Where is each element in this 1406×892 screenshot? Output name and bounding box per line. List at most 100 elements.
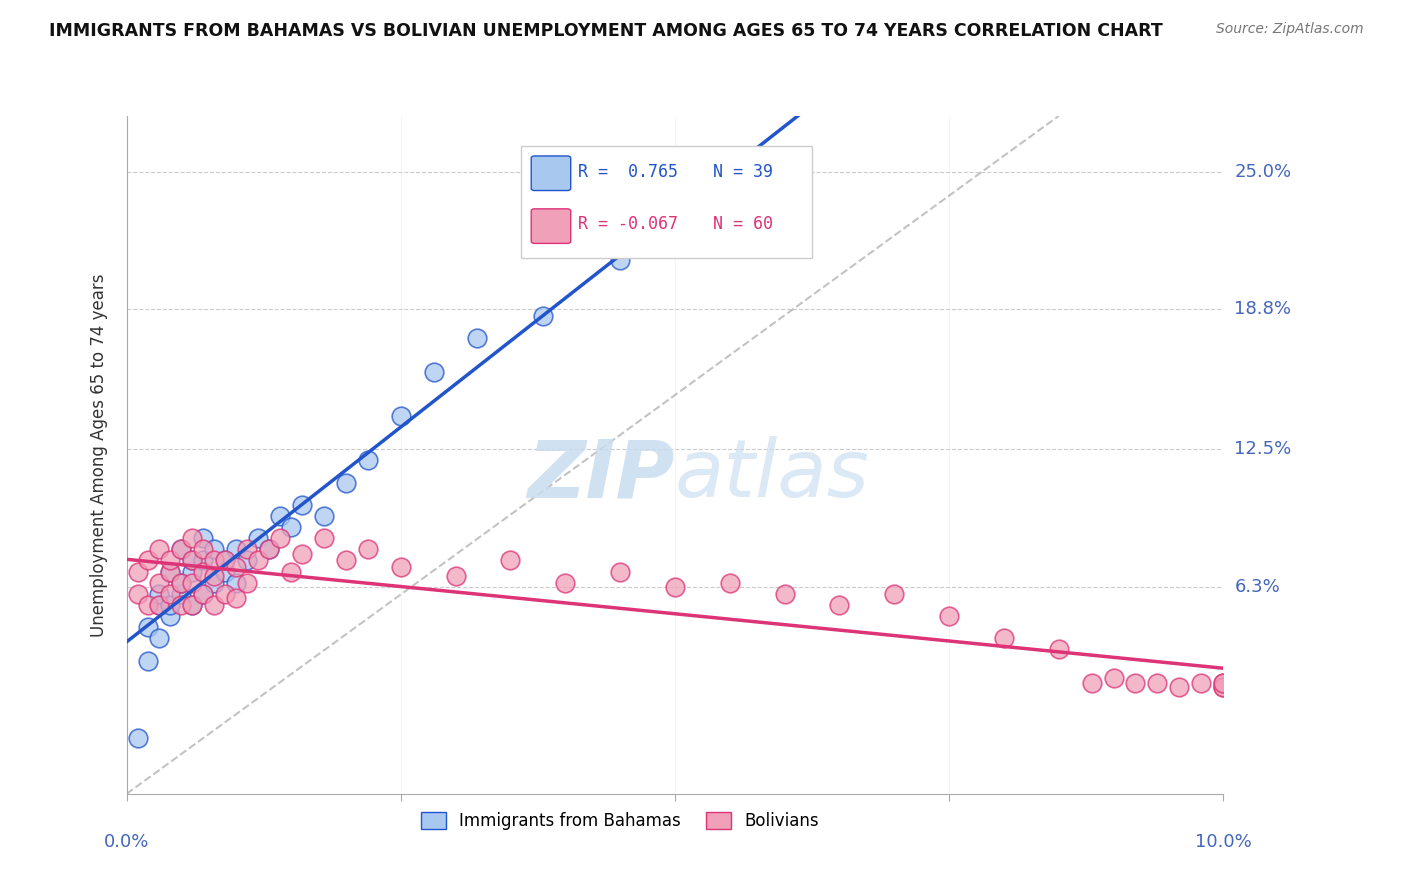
Point bbox=[609, 565, 631, 579]
Point bbox=[236, 542, 259, 557]
Point bbox=[170, 575, 193, 590]
Point bbox=[193, 587, 215, 601]
Legend: Immigrants from Bahamas, Bolivians: Immigrants from Bahamas, Bolivians bbox=[415, 805, 825, 837]
Point bbox=[1212, 675, 1234, 690]
Point bbox=[214, 553, 236, 567]
Point bbox=[202, 553, 225, 567]
Point bbox=[225, 560, 247, 574]
Point bbox=[170, 575, 193, 590]
Point bbox=[148, 598, 170, 612]
Point bbox=[1189, 675, 1212, 690]
Point bbox=[247, 553, 270, 567]
Text: N = 39: N = 39 bbox=[713, 163, 773, 181]
Point bbox=[225, 575, 247, 590]
Point bbox=[247, 531, 270, 545]
Point bbox=[828, 598, 851, 612]
Point bbox=[773, 587, 796, 601]
Point bbox=[159, 553, 181, 567]
FancyBboxPatch shape bbox=[531, 156, 571, 191]
Point bbox=[138, 620, 160, 634]
Point bbox=[159, 565, 181, 579]
Point bbox=[148, 587, 170, 601]
Point bbox=[1212, 680, 1234, 694]
FancyBboxPatch shape bbox=[522, 146, 813, 259]
Text: 12.5%: 12.5% bbox=[1234, 441, 1292, 458]
Point bbox=[225, 591, 247, 606]
Point bbox=[181, 553, 204, 567]
Point bbox=[159, 598, 181, 612]
Text: 18.8%: 18.8% bbox=[1234, 301, 1291, 318]
Point bbox=[531, 309, 554, 323]
Text: R =  0.765: R = 0.765 bbox=[578, 163, 678, 181]
Point bbox=[159, 565, 181, 579]
Point bbox=[138, 553, 160, 567]
Point bbox=[938, 609, 960, 624]
Y-axis label: Unemployment Among Ages 65 to 74 years: Unemployment Among Ages 65 to 74 years bbox=[90, 273, 108, 637]
Point bbox=[236, 575, 259, 590]
Point bbox=[554, 575, 576, 590]
Point bbox=[1212, 680, 1234, 694]
Point bbox=[1146, 675, 1168, 690]
Point bbox=[170, 587, 193, 601]
Point bbox=[202, 575, 225, 590]
Point bbox=[883, 587, 905, 601]
Text: R = -0.067: R = -0.067 bbox=[578, 216, 678, 234]
Point bbox=[181, 531, 204, 545]
Point bbox=[202, 569, 225, 583]
Point bbox=[389, 560, 412, 574]
FancyBboxPatch shape bbox=[531, 209, 571, 244]
Point bbox=[257, 542, 280, 557]
Point bbox=[170, 542, 193, 557]
Text: 10.0%: 10.0% bbox=[1195, 833, 1251, 851]
Point bbox=[181, 553, 204, 567]
Text: 6.3%: 6.3% bbox=[1234, 578, 1279, 596]
Point bbox=[127, 587, 149, 601]
Point bbox=[225, 542, 247, 557]
Text: 25.0%: 25.0% bbox=[1234, 162, 1292, 180]
Text: N = 60: N = 60 bbox=[713, 216, 773, 234]
Point bbox=[269, 509, 291, 524]
Point bbox=[127, 731, 149, 746]
Point bbox=[1212, 675, 1234, 690]
Point bbox=[312, 509, 335, 524]
Point bbox=[280, 565, 302, 579]
Text: IMMIGRANTS FROM BAHAMAS VS BOLIVIAN UNEMPLOYMENT AMONG AGES 65 TO 74 YEARS CORRE: IMMIGRANTS FROM BAHAMAS VS BOLIVIAN UNEM… bbox=[49, 22, 1163, 40]
Point bbox=[170, 598, 193, 612]
Point bbox=[181, 598, 204, 612]
Point bbox=[1125, 675, 1147, 690]
Text: 0.0%: 0.0% bbox=[104, 833, 149, 851]
Point bbox=[335, 553, 357, 567]
Point bbox=[214, 565, 236, 579]
Point bbox=[422, 365, 444, 379]
Point bbox=[138, 653, 160, 667]
Point bbox=[609, 253, 631, 268]
Point bbox=[389, 409, 412, 423]
Point bbox=[335, 475, 357, 490]
Point bbox=[170, 542, 193, 557]
Point bbox=[280, 520, 302, 534]
Text: atlas: atlas bbox=[675, 436, 870, 515]
Point bbox=[193, 565, 215, 579]
Point bbox=[718, 575, 741, 590]
Point bbox=[357, 542, 380, 557]
Point bbox=[214, 553, 236, 567]
Point bbox=[148, 575, 170, 590]
Point bbox=[148, 542, 170, 557]
Point bbox=[444, 569, 467, 583]
Point bbox=[499, 553, 522, 567]
Point bbox=[127, 565, 149, 579]
Point bbox=[291, 547, 314, 561]
Point bbox=[193, 542, 215, 557]
Point bbox=[686, 209, 709, 223]
Text: Source: ZipAtlas.com: Source: ZipAtlas.com bbox=[1216, 22, 1364, 37]
Point bbox=[291, 498, 314, 512]
Point bbox=[664, 580, 686, 594]
Point bbox=[214, 587, 236, 601]
Point bbox=[202, 542, 225, 557]
Point bbox=[357, 453, 380, 467]
Point bbox=[257, 542, 280, 557]
Point bbox=[181, 598, 204, 612]
Point bbox=[1080, 675, 1102, 690]
Point bbox=[202, 598, 225, 612]
Point bbox=[181, 565, 204, 579]
